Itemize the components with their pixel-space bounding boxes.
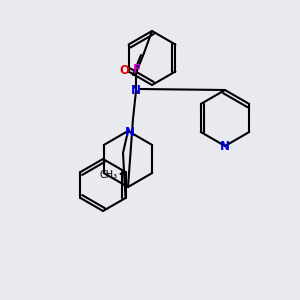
Text: CH₃: CH₃ xyxy=(99,170,118,180)
Text: N: N xyxy=(131,85,141,98)
Text: N: N xyxy=(220,140,230,152)
Text: O: O xyxy=(119,64,129,77)
Text: F: F xyxy=(133,63,141,76)
Text: N: N xyxy=(125,127,135,140)
